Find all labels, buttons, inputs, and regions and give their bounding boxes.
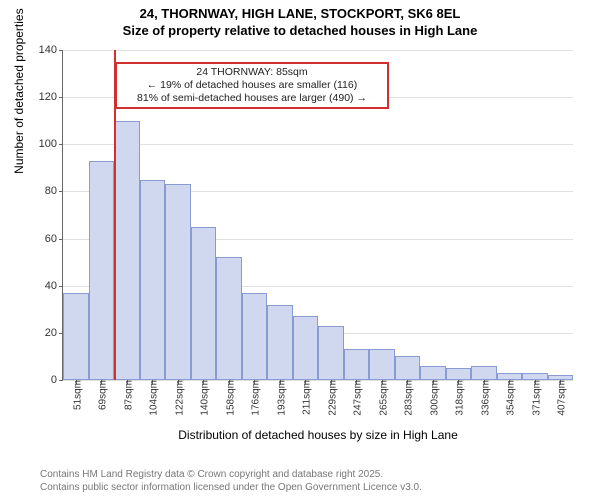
x-tick-label: 176sqm bbox=[247, 380, 262, 416]
x-tick-label: 407sqm bbox=[553, 380, 568, 416]
x-tick-label: 318sqm bbox=[451, 380, 466, 416]
chart-header: 24, THORNWAY, HIGH LANE, STOCKPORT, SK6 … bbox=[0, 0, 600, 40]
x-tick-label: 371sqm bbox=[527, 380, 542, 416]
y-tick-mark bbox=[59, 380, 63, 381]
x-tick-label: 211sqm bbox=[298, 380, 313, 415]
histogram-bar bbox=[242, 293, 268, 380]
histogram-bar bbox=[395, 356, 421, 380]
histogram-bar bbox=[497, 373, 523, 380]
x-axis-title: Distribution of detached houses by size … bbox=[63, 428, 573, 442]
footer-credits: Contains HM Land Registry data © Crown c… bbox=[40, 468, 422, 494]
x-tick-label: 336sqm bbox=[476, 380, 491, 416]
histogram-bar bbox=[63, 293, 89, 380]
histogram-bar bbox=[522, 373, 548, 380]
histogram-bar bbox=[191, 227, 217, 380]
annotation-line1: ← 19% of detached houses are smaller (11… bbox=[123, 79, 381, 92]
annotation-line2: 81% of semi-detached houses are larger (… bbox=[123, 92, 381, 105]
x-tick-label: 51sqm bbox=[68, 380, 83, 410]
histogram-bar bbox=[267, 305, 293, 380]
histogram-chart: Number of detached properties 0204060801… bbox=[0, 40, 600, 440]
x-tick-label: 354sqm bbox=[502, 380, 517, 416]
x-tick-label: 104sqm bbox=[145, 380, 160, 416]
histogram-bar bbox=[293, 316, 319, 380]
histogram-bar bbox=[446, 368, 472, 380]
x-tick-label: 283sqm bbox=[400, 380, 415, 416]
x-tick-label: 140sqm bbox=[196, 380, 211, 416]
x-tick-label: 158sqm bbox=[221, 380, 236, 416]
x-tick-label: 265sqm bbox=[374, 380, 389, 416]
x-tick-label: 69sqm bbox=[94, 380, 109, 410]
x-tick-label: 87sqm bbox=[119, 380, 134, 410]
histogram-bar bbox=[369, 349, 395, 380]
histogram-bar bbox=[114, 121, 140, 380]
x-tick-label: 247sqm bbox=[349, 380, 364, 416]
annotation-title: 24 THORNWAY: 85sqm bbox=[123, 66, 381, 79]
histogram-bar bbox=[216, 257, 242, 380]
histogram-bar bbox=[318, 326, 344, 380]
footer-line1: Contains HM Land Registry data © Crown c… bbox=[40, 468, 422, 481]
x-tick-label: 193sqm bbox=[272, 380, 287, 416]
address-title: 24, THORNWAY, HIGH LANE, STOCKPORT, SK6 … bbox=[0, 6, 600, 23]
x-tick-label: 300sqm bbox=[425, 380, 440, 416]
y-axis-title: Number of detached properties bbox=[12, 8, 26, 173]
x-tick-label: 229sqm bbox=[323, 380, 338, 416]
histogram-bar bbox=[140, 180, 166, 380]
histogram-bar bbox=[344, 349, 370, 380]
x-tick-label: 122sqm bbox=[170, 380, 185, 416]
gridline bbox=[63, 380, 573, 381]
annotation-box: 24 THORNWAY: 85sqm ← 19% of detached hou… bbox=[115, 62, 389, 109]
histogram-bar bbox=[89, 161, 115, 380]
subtitle: Size of property relative to detached ho… bbox=[0, 23, 600, 40]
plot-area: 020406080100120140 24 THORNWAY: 85sqm ← … bbox=[62, 50, 573, 381]
histogram-bar bbox=[420, 366, 446, 380]
footer-line2: Contains public sector information licen… bbox=[40, 481, 422, 494]
histogram-bar bbox=[471, 366, 497, 380]
histogram-bar bbox=[165, 184, 191, 380]
